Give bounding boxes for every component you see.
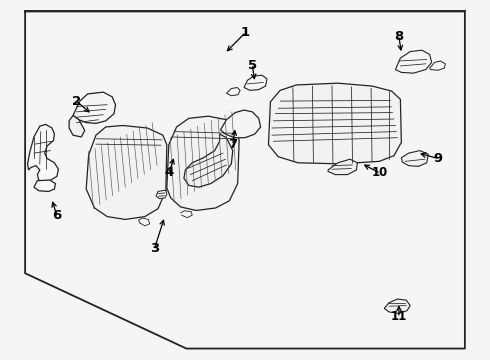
Polygon shape bbox=[27, 125, 58, 183]
Text: 2: 2 bbox=[72, 95, 81, 108]
Polygon shape bbox=[184, 134, 233, 187]
Polygon shape bbox=[430, 61, 445, 70]
Polygon shape bbox=[34, 180, 55, 192]
Polygon shape bbox=[73, 92, 116, 123]
Text: 4: 4 bbox=[165, 166, 174, 179]
Polygon shape bbox=[384, 299, 410, 314]
Text: 1: 1 bbox=[241, 27, 249, 40]
Polygon shape bbox=[244, 75, 267, 90]
Polygon shape bbox=[401, 150, 428, 166]
Text: 3: 3 bbox=[150, 242, 159, 255]
Text: 11: 11 bbox=[391, 310, 407, 323]
Polygon shape bbox=[220, 110, 261, 138]
Text: 8: 8 bbox=[394, 30, 404, 43]
Text: 9: 9 bbox=[434, 152, 442, 165]
Text: 5: 5 bbox=[248, 59, 257, 72]
Polygon shape bbox=[328, 159, 357, 175]
Text: 10: 10 bbox=[371, 166, 388, 179]
Text: 6: 6 bbox=[52, 210, 62, 222]
Polygon shape bbox=[395, 50, 432, 73]
Polygon shape bbox=[86, 126, 167, 220]
Polygon shape bbox=[167, 116, 239, 211]
Polygon shape bbox=[269, 83, 401, 164]
Polygon shape bbox=[156, 190, 167, 199]
Polygon shape bbox=[226, 87, 240, 96]
Text: 7: 7 bbox=[228, 138, 237, 150]
Polygon shape bbox=[69, 116, 85, 137]
